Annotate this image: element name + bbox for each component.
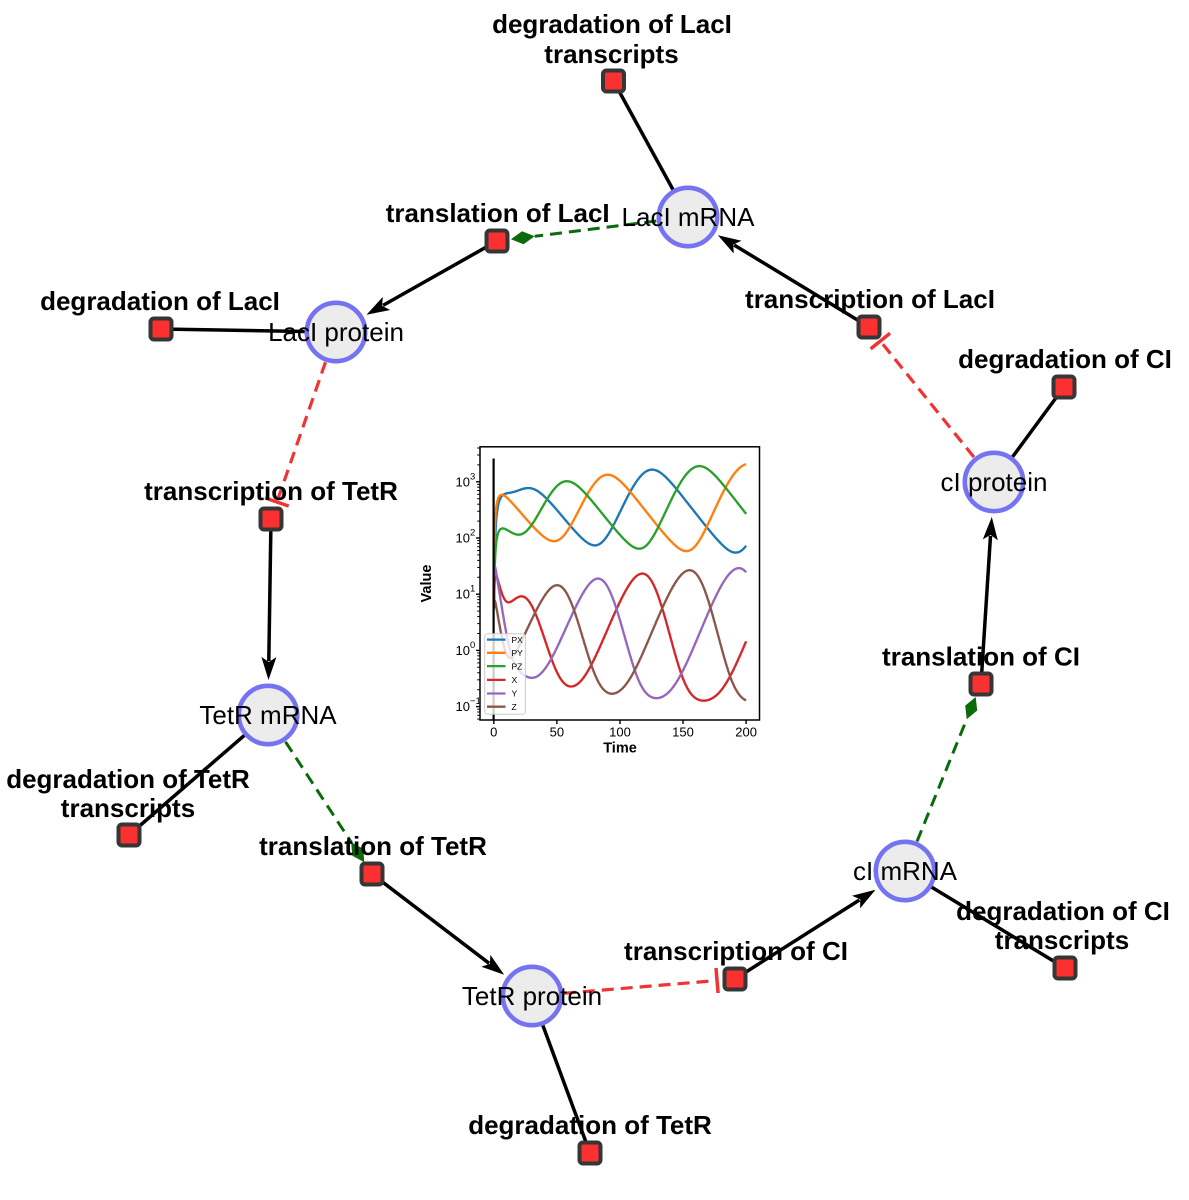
svg-text:PX: PX xyxy=(512,635,524,645)
svg-text:Z: Z xyxy=(512,702,517,712)
svg-text:Time: Time xyxy=(603,741,637,757)
svg-text:degradation of CI: degradation of CI xyxy=(956,896,1170,926)
svg-text:degradation of LacI: degradation of LacI xyxy=(492,9,732,39)
svg-text:translation of TetR: translation of TetR xyxy=(259,831,487,861)
svg-text:−1: −1 xyxy=(470,696,481,707)
svg-text:1: 1 xyxy=(470,584,475,595)
svg-text:transcripts: transcripts xyxy=(995,925,1129,955)
svg-text:0: 0 xyxy=(470,640,475,651)
svg-text:10: 10 xyxy=(456,699,470,714)
svg-text:50: 50 xyxy=(550,725,564,740)
svg-text:0: 0 xyxy=(490,725,497,740)
svg-text:cI mRNA: cI mRNA xyxy=(853,856,958,886)
svg-text:PZ: PZ xyxy=(512,661,523,671)
svg-text:degradation of TetR: degradation of TetR xyxy=(6,764,250,794)
svg-text:10: 10 xyxy=(456,587,470,602)
svg-text:transcription of TetR: transcription of TetR xyxy=(144,476,398,506)
svg-text:TetR mRNA: TetR mRNA xyxy=(199,700,337,730)
svg-text:degradation of LacI: degradation of LacI xyxy=(40,286,280,316)
svg-text:X: X xyxy=(512,675,518,685)
svg-text:150: 150 xyxy=(672,725,694,740)
svg-text:3: 3 xyxy=(470,471,475,482)
svg-text:2: 2 xyxy=(470,528,475,539)
svg-text:degradation of CI: degradation of CI xyxy=(958,344,1172,374)
svg-text:translation of LacI: translation of LacI xyxy=(386,198,610,228)
svg-text:10: 10 xyxy=(456,531,470,546)
svg-text:translation of CI: translation of CI xyxy=(882,642,1080,672)
svg-text:TetR protein: TetR protein xyxy=(462,981,602,1011)
svg-text:transcription of LacI: transcription of LacI xyxy=(745,284,995,314)
svg-text:200: 200 xyxy=(735,725,757,740)
svg-text:transcripts: transcripts xyxy=(544,39,678,69)
svg-text:transcription of CI: transcription of CI xyxy=(624,936,848,966)
svg-text:Y: Y xyxy=(512,689,518,699)
svg-text:transcripts: transcripts xyxy=(61,793,195,823)
svg-text:LacI protein: LacI protein xyxy=(268,317,404,347)
svg-text:100: 100 xyxy=(609,725,631,740)
svg-text:degradation of TetR: degradation of TetR xyxy=(468,1110,712,1140)
svg-text:10: 10 xyxy=(456,474,470,489)
svg-text:PY: PY xyxy=(512,648,524,658)
svg-text:10: 10 xyxy=(456,643,470,658)
svg-text:Value: Value xyxy=(419,565,435,603)
svg-text:cI protein: cI protein xyxy=(941,467,1048,497)
svg-text:LacI mRNA: LacI mRNA xyxy=(622,202,756,232)
